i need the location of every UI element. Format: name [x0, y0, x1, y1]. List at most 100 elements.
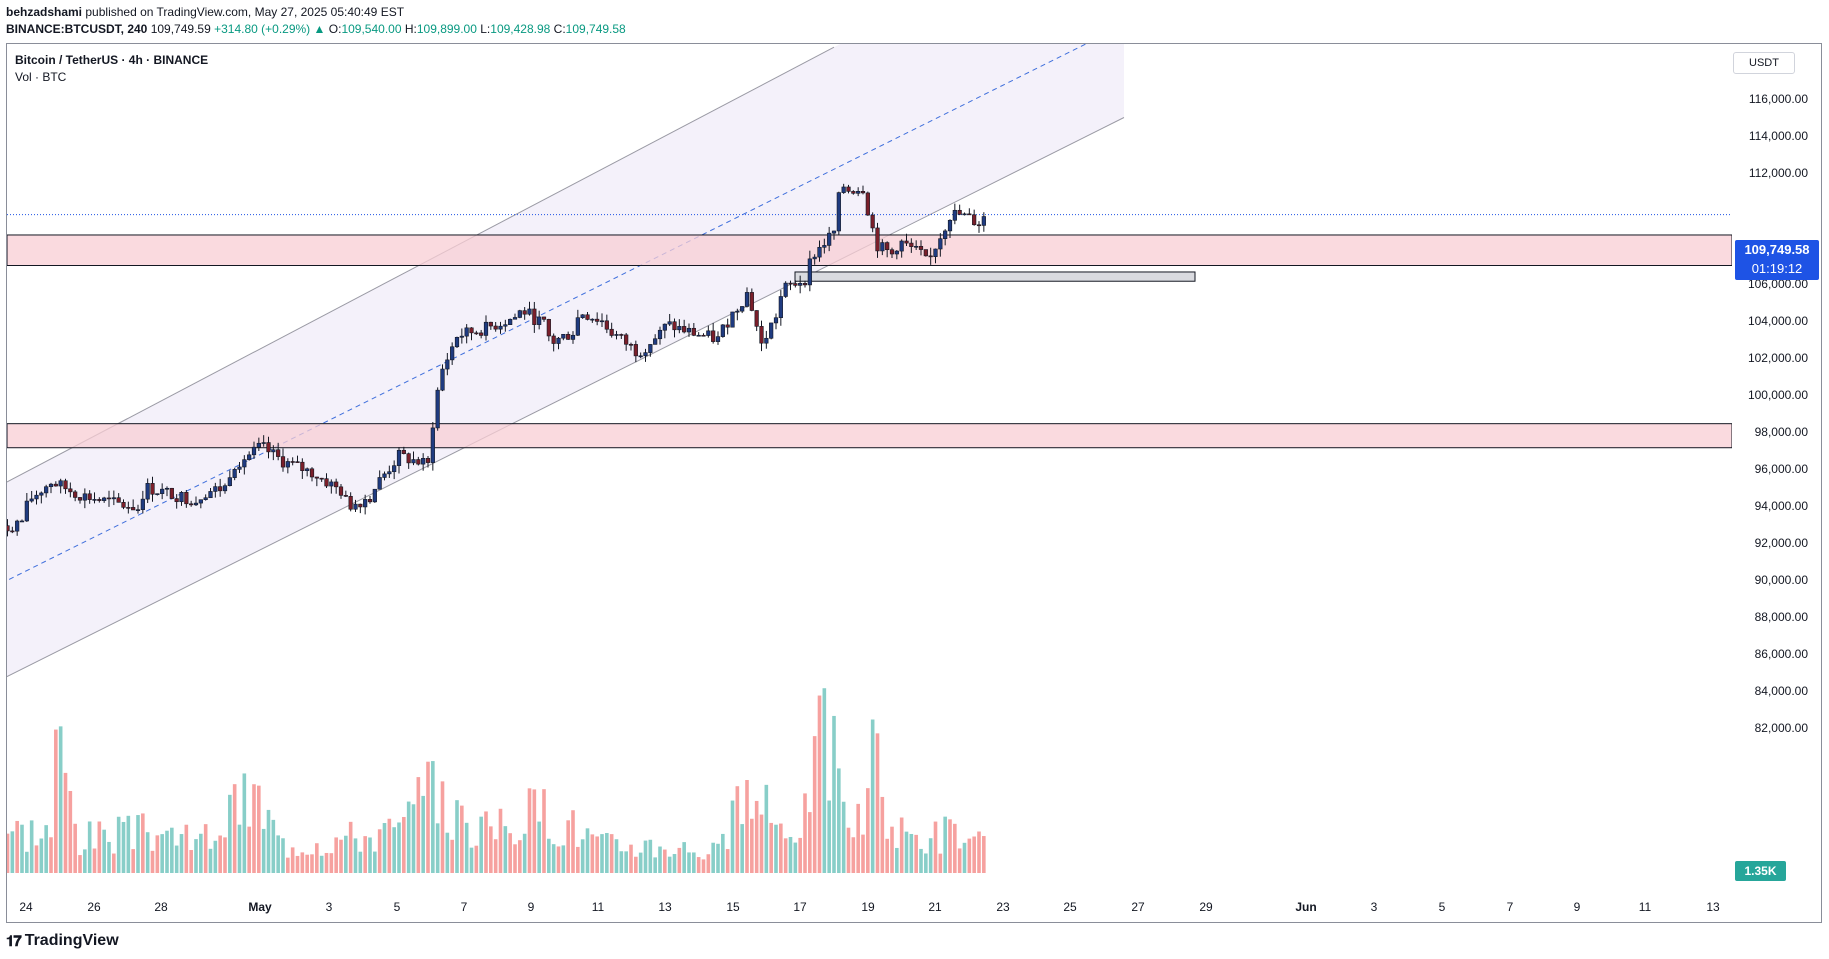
candle-body	[483, 321, 489, 336]
plot-area[interactable]	[0, 0, 1732, 873]
volume-bar	[750, 818, 754, 873]
volume-bar	[141, 813, 145, 873]
volume-tag: 1.35K	[1735, 861, 1786, 881]
volume-bar	[479, 816, 483, 873]
volume-bar	[866, 788, 870, 873]
legend-volume[interactable]: Vol · BTC	[15, 70, 67, 84]
volume-bar	[721, 833, 725, 873]
candle-body	[580, 314, 585, 318]
volume-bar	[576, 846, 580, 873]
volume-bar	[49, 837, 53, 873]
candle-body	[488, 321, 493, 327]
candle-body	[406, 453, 411, 464]
volume-bar	[305, 854, 309, 873]
volume-bar	[426, 761, 430, 873]
volume-bar	[392, 827, 396, 873]
candle-body	[276, 449, 281, 457]
y-tick-label: 84,000.00	[1755, 684, 1809, 698]
volume-bar	[953, 823, 957, 873]
candle-body	[416, 459, 421, 465]
candle-body	[290, 461, 295, 463]
volume-bar	[7, 833, 10, 873]
candle-body	[706, 330, 711, 336]
volume-bar	[107, 841, 111, 873]
volume-bar	[402, 816, 406, 873]
volume-bar	[310, 854, 314, 873]
volume-bar	[334, 837, 338, 873]
candle-body	[653, 338, 658, 345]
channel-upper-line	[7, 46, 835, 483]
volume-bar	[933, 821, 938, 873]
candle-body	[648, 344, 653, 353]
x-tick-label: 7	[461, 900, 468, 914]
x-tick-label: 11	[592, 900, 605, 914]
candle-body	[440, 368, 445, 391]
price-change: +314.80 (+0.29%)	[214, 22, 311, 36]
volume-bar	[237, 824, 242, 873]
current-price-tag: 109,749.58 01:19:12	[1735, 240, 1819, 280]
candle-body	[411, 459, 416, 464]
candle-body	[720, 324, 725, 337]
volume-bar	[885, 838, 889, 873]
volume-bar	[261, 828, 266, 873]
legend-title[interactable]: Bitcoin / TetherUS · 4h · BINANCE	[15, 53, 209, 67]
candle-body	[604, 320, 609, 330]
volume-bar	[242, 773, 247, 873]
candle-body	[334, 481, 339, 488]
candle-body	[392, 465, 397, 473]
tradingview-logo[interactable]: 𝟏𝟕 TradingView	[6, 932, 119, 950]
volume-bar	[232, 784, 237, 873]
candle-body	[744, 292, 750, 307]
candle-body	[324, 478, 329, 487]
candle-body	[92, 499, 97, 501]
chart-frame[interactable]	[6, 43, 1822, 923]
volume-bar	[571, 810, 575, 873]
candle-body	[271, 449, 276, 453]
volume-bar	[54, 729, 58, 873]
volume-bar	[112, 853, 116, 873]
close-value: 109,749.58	[565, 22, 626, 36]
candle-body	[102, 497, 107, 501]
candle-body	[686, 327, 692, 333]
volume-bar	[339, 839, 343, 873]
candle-body	[193, 502, 199, 506]
volume-bar	[377, 829, 382, 873]
candle-body	[943, 230, 948, 239]
candle-body	[508, 318, 513, 325]
volume-bar	[344, 835, 348, 873]
candle-body	[575, 317, 580, 336]
candle-body	[1, 525, 5, 526]
volume-bar	[29, 820, 34, 873]
x-tick-label: 3	[1371, 900, 1378, 914]
volume-bar	[928, 838, 933, 873]
candle-body	[827, 232, 832, 246]
candle-body	[348, 496, 353, 510]
candle-body	[802, 283, 808, 286]
volume-bar	[595, 836, 599, 873]
volume-bar	[522, 833, 527, 873]
y-tick-label: 106,000.00	[1748, 277, 1808, 291]
candle-body	[885, 242, 890, 251]
volume-bar	[972, 836, 976, 873]
candle-body	[68, 488, 73, 493]
y-tick-label: 92,000.00	[1755, 536, 1809, 550]
candle-body	[256, 442, 261, 448]
volume-bar	[97, 821, 102, 873]
volume-bar	[68, 790, 73, 873]
volume-bar	[527, 788, 532, 873]
candle-body	[860, 191, 866, 194]
candle-body	[769, 322, 774, 339]
volume-bar	[503, 826, 508, 873]
candle-body	[947, 219, 953, 232]
x-tick-label: 28	[154, 900, 168, 914]
tradingview-logo-icon: 𝟏𝟕	[6, 932, 22, 950]
candle-body	[503, 324, 508, 327]
volume-bar	[382, 823, 387, 873]
volume-bar	[962, 842, 967, 873]
volume-bar	[701, 859, 706, 873]
candle-body	[590, 318, 595, 321]
x-tick-label: 11	[1639, 900, 1652, 914]
currency-unit-button[interactable]: USDT	[1733, 52, 1795, 74]
author-name[interactable]: behzadshami	[6, 5, 83, 19]
